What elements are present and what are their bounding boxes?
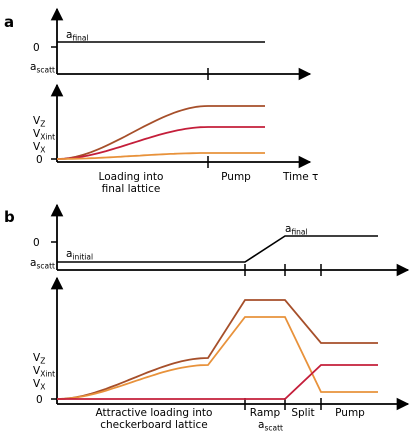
panel-b-a-scatt-label: ascatt bbox=[30, 257, 55, 271]
panel-a: a afinal 0 ascatt VZ VXint VX 0 Loading bbox=[4, 7, 318, 195]
panel-b-a-scatt-trace bbox=[57, 235, 378, 263]
panel-b-phase-ramp-sub: ascatt bbox=[258, 419, 283, 433]
panel-b-bottom-zero-label: 0 bbox=[36, 394, 43, 406]
panel-b-scattering-plot: afinal ainitial 0 ascatt bbox=[30, 203, 410, 277]
panel-a-phase-pump: Pump bbox=[221, 171, 251, 183]
panel-a-a-scatt-label: ascatt bbox=[30, 61, 55, 75]
panel-b-vxint-label: VXint bbox=[33, 365, 55, 379]
panel-a-time-label: Time τ bbox=[282, 171, 318, 183]
panel-b-a-final-label: afinal bbox=[285, 223, 308, 237]
panel-a-vx-label: VX bbox=[33, 141, 45, 155]
panel-b-vx-curve bbox=[57, 364, 378, 400]
panel-b-label: b bbox=[4, 208, 15, 226]
panel-b-a-initial-label: ainitial bbox=[66, 248, 93, 262]
panel-b-phase-loading-line2: checkerboard lattice bbox=[100, 419, 208, 431]
panel-a-lattice-plot: VZ VXint VX 0 Loading into final lattice… bbox=[33, 83, 318, 195]
panel-b-vx-label: VX bbox=[33, 378, 45, 392]
panel-a-phase-loading-line1: Loading into bbox=[99, 171, 164, 183]
panel-b-phase-ramp: Ramp bbox=[250, 407, 281, 419]
panel-a-vxint-curve bbox=[57, 152, 265, 160]
panel-a-scattering-plot: afinal 0 ascatt bbox=[30, 7, 312, 81]
panel-b: b afinal ainitial 0 ascatt VZ bbox=[4, 203, 410, 433]
panel-b-phase-split: Split bbox=[291, 407, 314, 419]
panel-b-vxint-curve bbox=[56, 316, 378, 400]
panel-a-vz-label: VZ bbox=[33, 115, 45, 129]
panel-b-lattice-plot: VZ VXint VX 0 Attractive loading into ch… bbox=[33, 276, 410, 433]
panel-b-vz-label: VZ bbox=[33, 352, 45, 366]
panel-a-a-final-label: afinal bbox=[66, 29, 89, 43]
panel-b-zero-label: 0 bbox=[33, 237, 40, 249]
panel-b-phase-pump: Pump bbox=[335, 407, 365, 419]
panel-a-vxint-label: VXint bbox=[33, 128, 55, 142]
panel-b-phase-loading-line1: Attractive loading into bbox=[96, 407, 213, 419]
panel-a-bottom-zero-label: 0 bbox=[36, 154, 43, 166]
panel-a-label: a bbox=[4, 13, 14, 31]
panel-b-vz-curve bbox=[56, 299, 378, 400]
panel-a-phase-loading-line2: final lattice bbox=[102, 183, 161, 195]
panel-a-zero-label: 0 bbox=[33, 42, 40, 54]
panel-a-vz-curve bbox=[56, 105, 265, 160]
panel-a-vx-curve bbox=[56, 126, 265, 160]
